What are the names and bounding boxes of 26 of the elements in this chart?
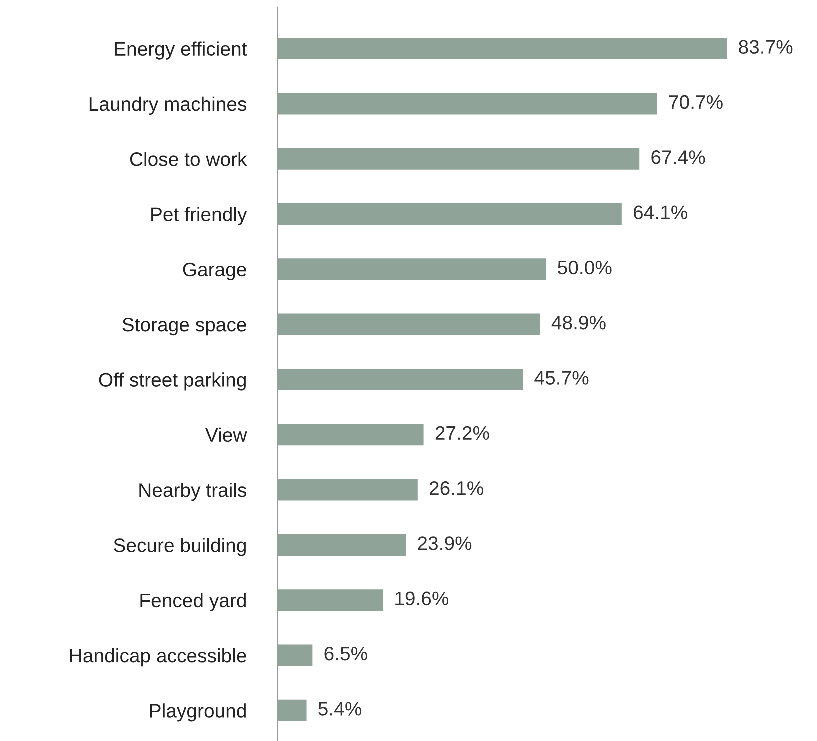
data-label: 23.9%: [418, 536, 472, 550]
y-tick-label: Nearby trails: [140, 482, 247, 502]
data-label: 6.5%: [324, 646, 368, 661]
y-tick-label: Secure building: [114, 538, 246, 556]
data-label: 27.2%: [436, 426, 490, 440]
y-tick-label: Pet friendly: [152, 207, 248, 226]
y-tick-label: Handicap accessible: [70, 648, 246, 667]
y-tick-label: Close to work: [130, 152, 248, 166]
data-label: 19.6%: [396, 592, 449, 606]
y-tick-label: Energy efficient: [115, 42, 248, 60]
y-tick-label: View: [206, 428, 248, 442]
data-label: 70.7%: [669, 95, 723, 110]
y-tick-label: Fenced yard: [140, 593, 246, 612]
data-label: 50.0%: [558, 260, 612, 275]
y-tick-label: Storage space: [122, 318, 246, 336]
data-label: 45.7%: [534, 371, 589, 385]
data-label: 48.9%: [552, 316, 606, 330]
y-tick-label: Playground: [150, 704, 246, 722]
y-tick-label: Off street parking: [99, 372, 246, 391]
data-label: 5.4%: [318, 702, 362, 716]
data-label: 26.1%: [430, 481, 484, 496]
data-label: 67.4%: [652, 150, 706, 164]
data-label: 83.7%: [739, 40, 793, 54]
y-tick-label: Garage: [183, 262, 246, 280]
data-label: 64.1%: [634, 206, 688, 220]
y-tick-label: Laundry machines: [90, 96, 247, 116]
